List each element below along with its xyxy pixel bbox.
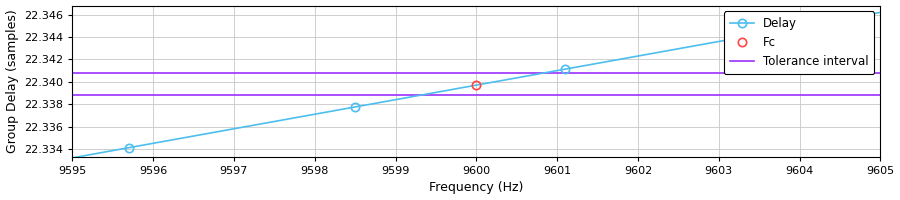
- Y-axis label: Group Delay (samples): Group Delay (samples): [5, 9, 19, 153]
- Legend: Delay, Fc, Tolerance interval: Delay, Fc, Tolerance interval: [724, 11, 875, 74]
- X-axis label: Frequency (Hz): Frequency (Hz): [429, 181, 524, 194]
